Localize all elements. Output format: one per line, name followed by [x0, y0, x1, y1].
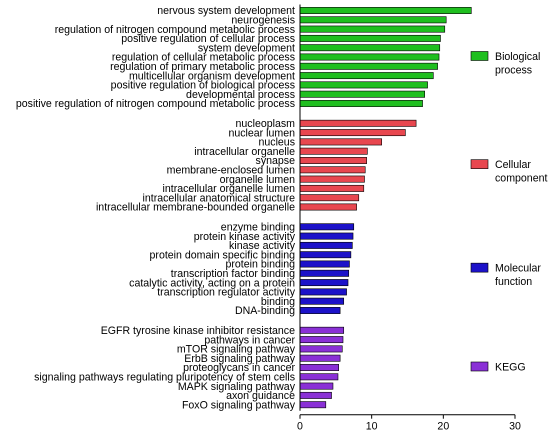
bar-2-0	[299, 223, 355, 231]
bar-1-7	[299, 184, 365, 192]
category-label: FoxO signaling pathway	[182, 399, 296, 411]
bar-0-7	[299, 72, 434, 80]
bar-2-5	[299, 269, 350, 277]
category-label: nuclear lumen	[228, 127, 295, 139]
x-tick-label: 30	[509, 421, 521, 433]
category-label: ErbB signaling pathway	[184, 353, 295, 365]
category-label: intracellular organelle lumen	[163, 183, 296, 195]
bar-2-4	[299, 260, 350, 268]
x-tick-label: 20	[437, 421, 449, 433]
bar-0-6	[299, 62, 438, 70]
category-label: intracellular organelle	[194, 146, 295, 158]
bar-3-8	[299, 401, 327, 409]
bar-3-5	[299, 373, 339, 381]
category-label: protein binding	[225, 259, 295, 271]
bar-3-6	[299, 382, 334, 390]
legend-swatch-1	[470, 159, 489, 169]
bar-0-1	[299, 16, 447, 24]
bar-2-6	[299, 279, 349, 287]
bar-2-8	[299, 297, 345, 305]
category-label: MAPK signaling pathway	[178, 381, 296, 393]
bar-2-7	[299, 288, 347, 296]
category-label: membrane-enclosed lumen	[167, 165, 295, 177]
bar-3-0	[299, 326, 345, 334]
bar-0-2	[299, 25, 446, 33]
bar-2-9	[299, 307, 341, 314]
category-labels-layer: nervous system developmentneurogenesisre…	[16, 5, 296, 411]
bar-1-5	[299, 166, 366, 174]
category-label: transcription factor binding	[171, 268, 295, 280]
x-tick-label: 0	[297, 421, 303, 433]
category-label: nervous system development	[157, 5, 295, 17]
bar-3-2	[299, 345, 343, 353]
category-label: regulation of cellular metabolic process	[112, 52, 295, 64]
bar-3-3	[299, 354, 341, 362]
legend-label-3: KEGG	[495, 362, 526, 374]
category-label: nucleus	[258, 137, 295, 149]
legend-label-2: Molecular function	[495, 263, 541, 289]
bar-1-4	[299, 157, 367, 164]
legend-label-0: Biological process	[495, 51, 540, 77]
bar-3-1	[299, 336, 344, 344]
category-label: regulation of nitrogen compound metaboli…	[55, 24, 295, 36]
category-label: transcription regulator activity	[157, 287, 295, 299]
category-label: pathways in cancer	[204, 334, 295, 346]
category-label: synapse	[256, 155, 296, 167]
bars-layer	[299, 7, 472, 409]
category-label: binding	[261, 296, 295, 308]
bar-0-9	[299, 90, 425, 98]
category-label: kinase activity	[229, 240, 296, 252]
category-label: EGFR tyrosine kinase inhibitor resistanc…	[101, 325, 295, 337]
bar-0-4	[299, 44, 441, 52]
bar-0-8	[299, 81, 428, 89]
bar-0-5	[299, 53, 440, 61]
category-label: neurogenesis	[231, 15, 295, 27]
category-label: axon guidance	[226, 390, 295, 402]
category-label: multicellular organism development	[129, 70, 295, 82]
category-label: DNA-binding	[235, 305, 295, 317]
bar-3-4	[299, 364, 340, 371]
category-label: positive regulation of cellular process	[121, 33, 295, 45]
bar-1-8	[299, 194, 360, 202]
bar-3-7	[299, 391, 332, 399]
category-label: nucleoplasm	[236, 118, 296, 130]
bar-1-1	[299, 129, 406, 137]
category-label: developmental process	[186, 89, 295, 101]
bar-2-3	[299, 251, 352, 259]
category-label: system development	[198, 42, 295, 54]
bar-0-3	[299, 34, 441, 42]
bar-1-2	[299, 138, 382, 146]
bar-2-1	[299, 232, 354, 240]
legend-swatch-0	[470, 51, 489, 61]
legend-swatch-3	[470, 361, 489, 372]
category-label: positive regulation of nitrogen compound…	[16, 98, 295, 110]
bar-0-0	[299, 7, 472, 14]
bar-1-3	[299, 147, 368, 155]
bar-2-2	[299, 241, 353, 249]
category-label: catalytic activity, acting on a protein	[129, 277, 295, 289]
x-axis: 0 10 20 30	[297, 4, 521, 433]
category-label: intracellular anatomical structure	[143, 192, 296, 204]
category-label: proteoglycans in cancer	[183, 362, 295, 374]
bar-1-9	[299, 203, 357, 211]
x-tick-label: 10	[366, 421, 378, 433]
category-label: enzyme binding	[221, 222, 295, 234]
category-label: protein kinase activity	[194, 231, 296, 243]
bar-1-0	[299, 119, 417, 127]
category-label: regulation of primary metabolic process	[110, 61, 295, 73]
bar-0-10	[299, 100, 423, 107]
category-label: signaling pathways regulating pluripoten…	[34, 372, 295, 384]
bar-1-6	[299, 175, 365, 183]
category-label: positive regulation of biological proces…	[111, 80, 295, 92]
category-label: protein domain specific binding	[150, 249, 296, 261]
category-label: organelle lumen	[220, 174, 295, 186]
legend-swatch-2	[470, 262, 489, 273]
category-label: intracellular membrane-bounded organelle	[96, 202, 295, 214]
legend: Biological process Cellular component Molecu…	[470, 51, 547, 374]
category-label: mTOR signaling pathway	[177, 344, 296, 356]
legend-label-1: Cellular component	[495, 159, 547, 185]
